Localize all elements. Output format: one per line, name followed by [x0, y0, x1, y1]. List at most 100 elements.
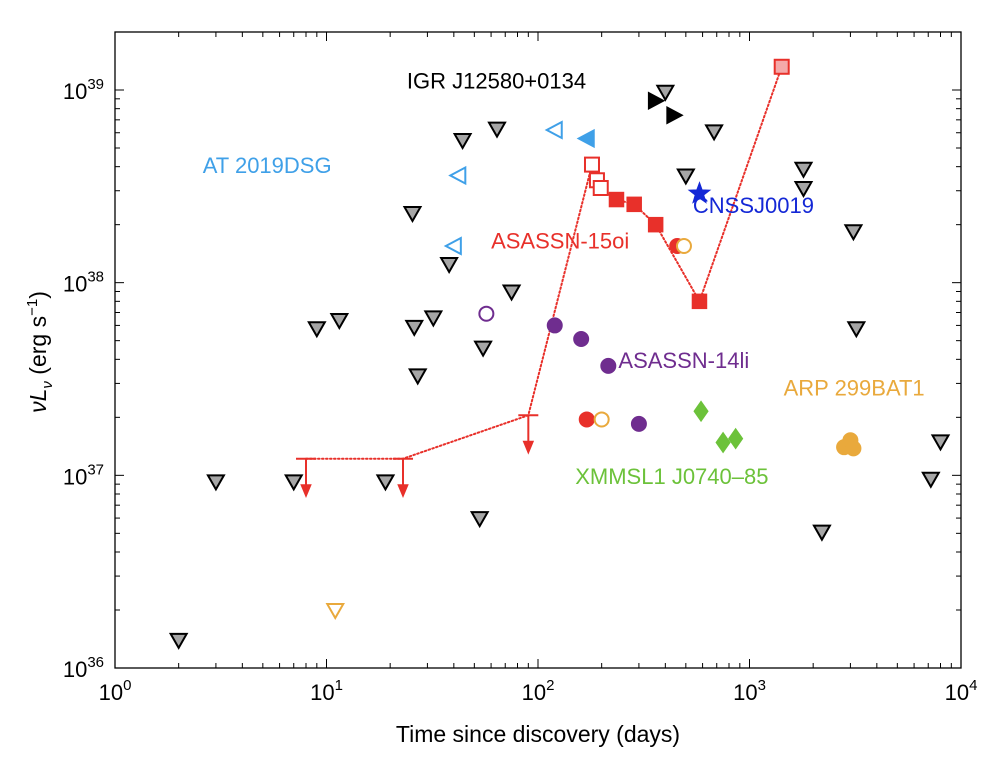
y-axis-title-main: νL — [25, 389, 51, 413]
data-point — [793, 180, 814, 199]
data-point — [501, 284, 522, 302]
upper-limit-arrow — [300, 484, 312, 498]
x-tick-label-base: 10 — [99, 680, 123, 705]
y-tick-label-exp: 37 — [87, 461, 104, 478]
data-marks — [168, 58, 951, 650]
data-point — [921, 471, 941, 489]
x-tick-label-exp: 0 — [123, 677, 131, 694]
y-tick-label: 1038 — [63, 269, 104, 297]
y-tick-label-base: 10 — [63, 657, 87, 682]
data-point — [408, 368, 428, 386]
x-tick-label: 100 — [99, 677, 132, 705]
data-point — [687, 181, 712, 204]
y-tick-label-base: 10 — [63, 464, 87, 489]
x-tick-label-base: 10 — [310, 680, 334, 705]
x-tick-label-exp: 2 — [546, 677, 554, 694]
upper-limit-marker — [393, 457, 414, 498]
annotation-label: IGR J12580+0134 — [407, 68, 586, 93]
y-tick-label-exp: 36 — [87, 654, 104, 671]
data-point — [693, 400, 709, 423]
data-point — [675, 237, 692, 254]
data-point — [329, 313, 350, 331]
data-point — [647, 91, 666, 110]
data-point — [845, 440, 862, 457]
y-tick-label-base: 10 — [63, 79, 87, 104]
upper-limit-arrow — [522, 440, 535, 455]
data-point — [773, 58, 790, 75]
data-point — [439, 256, 459, 275]
y-tick-label: 1037 — [63, 461, 104, 489]
data-point — [206, 474, 226, 492]
x-tick-label-base: 10 — [945, 680, 969, 705]
upper-limit-marker — [296, 457, 317, 498]
y-tick-label-base: 10 — [63, 272, 87, 297]
data-point — [846, 321, 867, 339]
y-tick-label: 1039 — [63, 76, 104, 104]
x-tick-label-exp: 3 — [758, 677, 766, 694]
y-axis-title-units: (erg s — [25, 316, 51, 381]
data-point — [375, 474, 396, 492]
x-tick-label-exp: 4 — [969, 677, 977, 694]
upper-limit-marker — [518, 414, 539, 455]
data-point — [578, 411, 595, 428]
data-point — [576, 128, 595, 149]
data-point — [812, 524, 832, 542]
x-tick-label: 102 — [522, 677, 555, 705]
x-tick-label: 104 — [945, 677, 978, 705]
y-tick-label: 1036 — [63, 654, 104, 682]
data-point — [728, 427, 744, 450]
data-point — [573, 331, 590, 348]
x-tick-label: 101 — [310, 677, 343, 705]
data-point — [546, 317, 563, 334]
data-point — [448, 165, 467, 186]
axis-ticks — [114, 31, 962, 669]
data-point — [168, 632, 189, 650]
data-point — [593, 411, 610, 428]
x-tick-label: 103 — [733, 677, 766, 705]
data-point — [793, 161, 814, 179]
plot-frame — [114, 31, 962, 669]
data-point — [443, 236, 462, 256]
data-point — [600, 357, 617, 374]
annotations: IGR J12580+0134 AT 2019DSG ASASSN-15oi CNSS… — [203, 68, 925, 489]
data-point — [930, 434, 951, 452]
data-point — [626, 196, 642, 213]
annotation-label: ASASSN-14li — [618, 348, 749, 373]
data-point — [469, 511, 490, 529]
data-point — [544, 120, 563, 140]
data-point — [583, 156, 600, 173]
data-point — [676, 168, 696, 186]
y-axis-title-close: ) — [25, 291, 51, 299]
y-tick-label-exp: 39 — [87, 76, 104, 93]
data-point — [592, 179, 609, 196]
data-point — [715, 431, 731, 454]
y-axis-title-exp: −1 — [24, 299, 41, 316]
data-point — [704, 124, 724, 142]
annotation-label: CNSSJ0019 — [693, 193, 814, 218]
y-axis-title-sub: ν — [39, 381, 56, 389]
data-point — [843, 224, 864, 242]
data-point — [452, 133, 473, 151]
x-axis-title: Time since discovery (days) — [396, 721, 680, 747]
y-axis-title: νLν (erg s−1) — [24, 291, 56, 413]
data-point — [666, 105, 684, 125]
upper-limit-arrow — [397, 484, 409, 498]
data-point — [402, 205, 423, 223]
data-point — [478, 305, 495, 322]
data-point — [404, 319, 424, 337]
data-point — [655, 84, 676, 102]
data-point — [307, 321, 327, 339]
x-tick-label-base: 10 — [522, 680, 546, 705]
x-tick-label-base: 10 — [733, 680, 757, 705]
annotation-label: ARP 299BAT1 — [784, 375, 925, 400]
data-point — [423, 310, 444, 328]
data-point — [325, 603, 345, 621]
data-point — [608, 191, 625, 208]
annotation-label: XMMSL1 J0740–85 — [575, 464, 768, 489]
data-point — [473, 340, 493, 358]
y-tick-label-exp: 38 — [87, 269, 104, 286]
x-tick-label-exp: 1 — [335, 677, 343, 694]
data-point — [284, 474, 304, 492]
